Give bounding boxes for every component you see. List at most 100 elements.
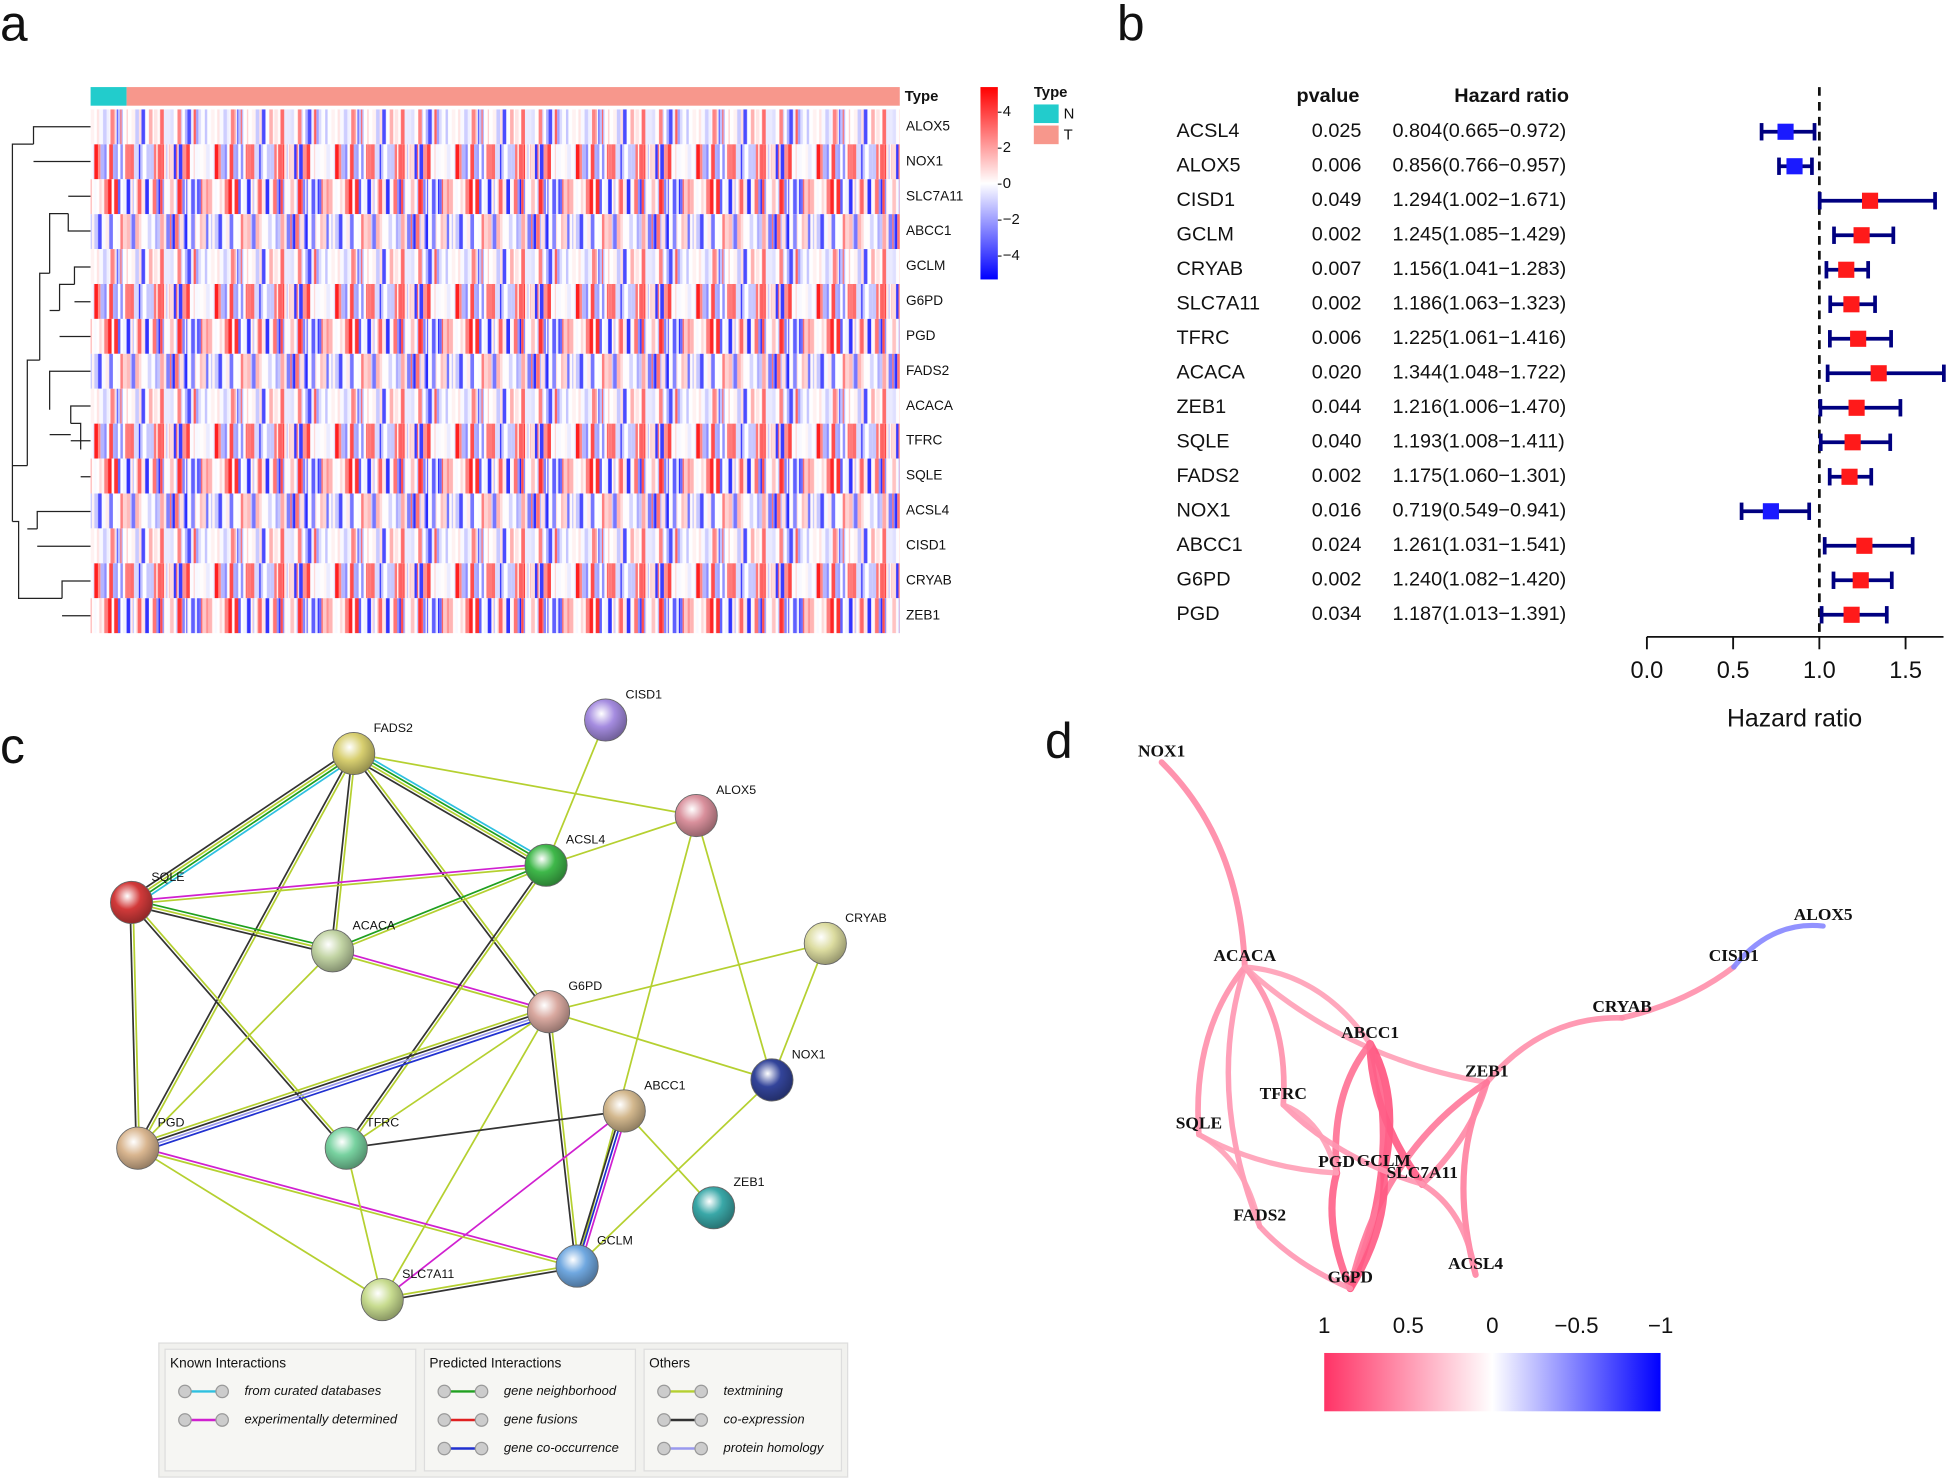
pvalue: 0.002 (1312, 293, 1362, 315)
legend-group (423, 1348, 637, 1472)
pvalue: 0.002 (1312, 569, 1362, 591)
protein-node (116, 1126, 160, 1170)
interaction-edge (138, 1015, 551, 1154)
interaction-edge (548, 942, 826, 1013)
hr-point (1853, 227, 1870, 244)
pvalue: 0.044 (1312, 396, 1362, 418)
hr-point (1870, 365, 1887, 382)
legend-node (215, 1384, 229, 1399)
correlation-edge (1241, 964, 1287, 1108)
gene-label: NOX1 (1177, 500, 1231, 522)
legend-node (694, 1384, 709, 1399)
annotation-bar (90, 87, 127, 106)
interaction-edge (137, 1148, 577, 1269)
node-label: PGD (158, 1116, 185, 1130)
protein-node (311, 929, 355, 973)
protein-node (602, 1089, 646, 1133)
interaction-edge (330, 753, 354, 951)
correlation-edge (1158, 759, 1248, 970)
correlation-edge (1419, 1181, 1479, 1278)
hr-label: 0.804(0.665−0.972) (1392, 120, 1566, 142)
gene-label: CRYAB (1177, 258, 1244, 280)
x-tick-label: 0.5 (1717, 657, 1750, 683)
hr-label: 1.294(1.002−1.671) (1392, 189, 1566, 211)
legend-node (437, 1384, 452, 1399)
correlation-edge (1195, 964, 1248, 1138)
gene-label: ZEB1 (1177, 396, 1227, 418)
interaction-edge (131, 901, 333, 952)
hr-point (1841, 468, 1858, 485)
protein-node (584, 698, 628, 742)
row-label: ALOX5 (906, 118, 950, 133)
legend-node (694, 1441, 709, 1456)
gene-label: ABCC1 (1177, 534, 1243, 556)
node-label: ALOX5 (716, 783, 756, 797)
interaction-edge (381, 1263, 577, 1299)
colorbar-tick-label: 0 (1486, 1313, 1498, 1338)
pvalue: 0.049 (1312, 189, 1362, 211)
node-label: CISD1 (626, 687, 663, 701)
legend-label: experimentally determined (244, 1411, 397, 1426)
interaction-edge (137, 950, 334, 1149)
hr-point (1850, 330, 1867, 347)
gene-label: FADS2 (1177, 465, 1240, 487)
gene-label: GCLM (1177, 224, 1234, 246)
row-label: ACSL4 (906, 503, 950, 518)
legend-label: textmining (724, 1383, 784, 1398)
pvalue: 0.024 (1312, 534, 1362, 556)
protein-node (527, 990, 571, 1034)
node-label: GCLM (597, 1234, 633, 1248)
correlation-edge (1347, 1079, 1491, 1292)
heatmap-row (90, 493, 900, 529)
pvalue: 0.006 (1312, 155, 1362, 177)
correlation-edge (1619, 964, 1737, 1021)
interaction-edge (576, 1079, 773, 1267)
interaction-edge (131, 865, 547, 905)
node-label: FADS2 (1233, 1205, 1286, 1224)
interaction-edge (131, 754, 356, 905)
gene-label: TFRC (1177, 327, 1230, 349)
correlation-edge (1242, 964, 1490, 1086)
row-label: CISD1 (906, 537, 946, 552)
column-header: pvalue (1297, 85, 1360, 107)
heatmap-row (90, 528, 900, 564)
interaction-edge (353, 752, 697, 817)
legend-node (178, 1384, 192, 1399)
pvalue: 0.016 (1312, 500, 1362, 522)
interaction-edge (137, 1009, 549, 1148)
row-label: SQLE (906, 468, 942, 483)
row-label: PGD (906, 328, 936, 343)
node-label: SLC7A11 (402, 1267, 454, 1281)
interaction-edge (695, 815, 773, 1081)
interaction-edge (138, 753, 356, 1150)
interaction-edge (549, 1011, 580, 1267)
pvalue: 0.002 (1312, 224, 1362, 246)
legend-group-title: Known Interactions (170, 1356, 286, 1371)
correlation-edge (1196, 1131, 1340, 1176)
node-label: ZEB1 (1465, 1061, 1508, 1080)
node-label: ABCC1 (644, 1078, 685, 1092)
correlation-edge (1483, 1015, 1625, 1086)
hr-label: 1.245(1.085−1.429) (1392, 224, 1566, 246)
interaction-edge (332, 865, 547, 954)
gene-label: G6PD (1177, 569, 1231, 591)
interaction-edge (354, 751, 548, 865)
interaction-edge (331, 951, 549, 1014)
row-label: G6PD (906, 293, 943, 308)
hr-point (1786, 158, 1803, 175)
row-label: SLC7A11 (906, 188, 963, 203)
hr-point (1856, 537, 1873, 554)
legend-node (657, 1413, 671, 1427)
gene-label: ACACA (1177, 362, 1246, 384)
colorbar-tick-label: −0.5 (1554, 1313, 1598, 1338)
pvalue: 0.040 (1312, 431, 1362, 453)
legend-swatch (1033, 104, 1059, 124)
heatmap-row (90, 458, 900, 494)
hr-label: 1.344(1.048−1.722) (1392, 362, 1566, 384)
node-label: PGD (1318, 1152, 1355, 1171)
interaction-edge (132, 900, 349, 1148)
hr-label: 1.240(1.082−1.420) (1392, 569, 1566, 591)
colorbar-tick-label: 4 (1003, 104, 1011, 120)
pvalue: 0.020 (1312, 362, 1362, 384)
